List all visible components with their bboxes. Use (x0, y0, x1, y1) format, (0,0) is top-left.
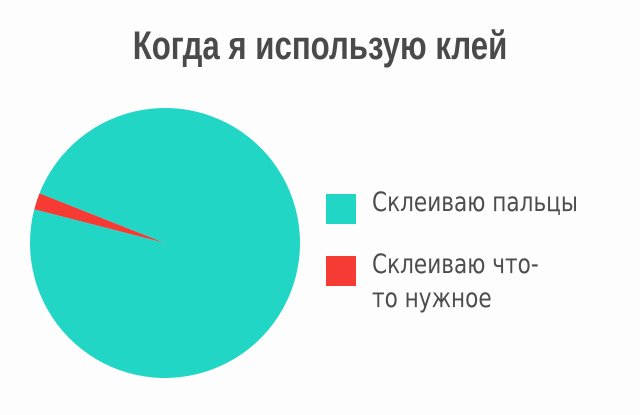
pie-slice (34, 193, 165, 243)
legend-item: Склеиваю что-то нужное (326, 248, 602, 316)
pie-slice (29, 108, 300, 379)
legend-label: Склеиваю пальцы (372, 187, 578, 218)
legend-item: Склеиваю пальцы (326, 186, 640, 224)
legend-label: Склеиваю что-то нужное (372, 249, 539, 314)
legend-swatch (326, 194, 356, 224)
chart-title: Когда я использую клей (132, 24, 508, 68)
legend-swatch (326, 256, 356, 286)
